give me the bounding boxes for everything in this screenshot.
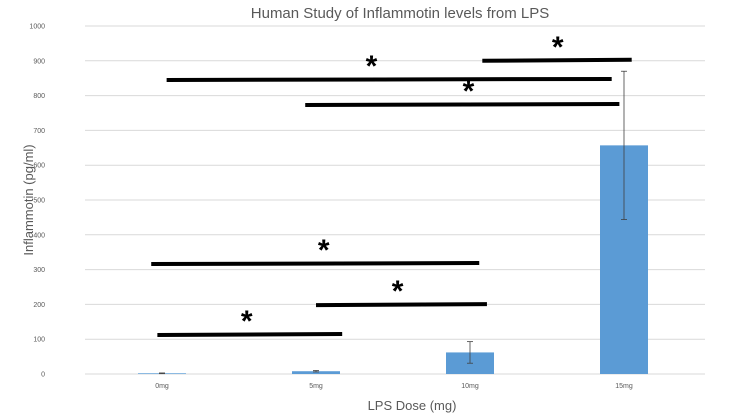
significance-bracket xyxy=(157,332,343,338)
y-tick-label: 1000 xyxy=(29,24,45,31)
significance-bracket xyxy=(305,101,620,107)
significance-asterisk: * xyxy=(318,234,330,267)
bar xyxy=(292,371,340,374)
x-axis-label: LPS Dose (mg) xyxy=(368,398,457,413)
y-tick-label: 200 xyxy=(33,302,45,309)
significance-bracket xyxy=(151,261,480,267)
x-tick-label: 10mg xyxy=(461,383,479,390)
chart-title: Human Study of Inflammotin levels from L… xyxy=(251,5,549,22)
significance-asterisk: * xyxy=(366,50,378,83)
significance-bracket xyxy=(315,302,487,308)
significance-asterisk: * xyxy=(241,305,253,338)
y-tick-label: 0 xyxy=(41,372,45,379)
significance-bracket xyxy=(166,76,612,82)
x-tick-label: 15mg xyxy=(615,383,633,390)
y-tick-label: 900 xyxy=(33,58,45,65)
y-tick-label: 100 xyxy=(33,337,45,344)
significance-asterisk: * xyxy=(552,31,564,64)
y-tick-label: 700 xyxy=(33,128,45,135)
x-tick-label: 5mg xyxy=(309,383,323,390)
significance-bracket xyxy=(482,57,632,63)
y-tick-label: 300 xyxy=(33,267,45,274)
y-tick-label: 600 xyxy=(33,163,45,170)
significance-asterisk: * xyxy=(463,75,475,108)
significance-asterisk: * xyxy=(392,275,404,308)
y-tick-label: 500 xyxy=(33,198,45,205)
y-tick-label: 800 xyxy=(33,93,45,100)
x-tick-label: 0mg xyxy=(155,383,169,390)
y-tick-label: 400 xyxy=(33,232,45,239)
y-axis-label: Inflammotin (pg/ml) xyxy=(21,144,36,255)
